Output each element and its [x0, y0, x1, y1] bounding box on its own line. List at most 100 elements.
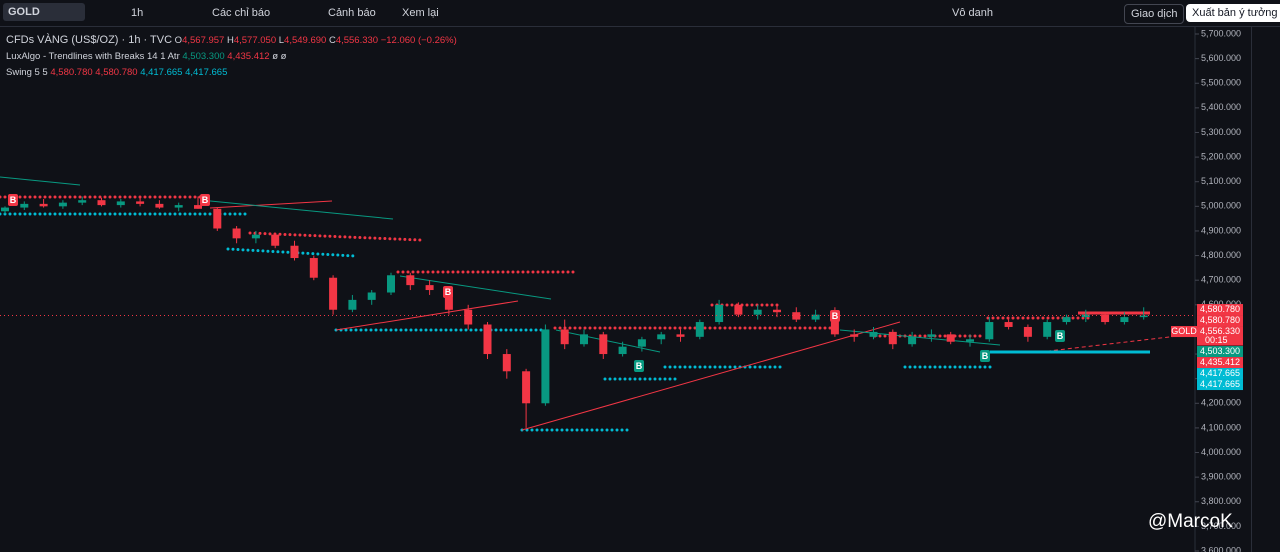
y-tick-label: 5,400.000	[1201, 102, 1241, 112]
trade-button[interactable]: Giao dịch	[1124, 4, 1185, 24]
interval[interactable]: 1h	[131, 7, 144, 19]
candle-body	[194, 205, 202, 209]
alerts[interactable]: Cảnh báo	[328, 7, 376, 19]
candle-body	[290, 245, 299, 259]
y-tick-label: 4,000.000	[1201, 447, 1241, 457]
replay[interactable]: Xem lại	[402, 7, 439, 19]
signal-label: B	[832, 311, 839, 321]
candle-body	[830, 314, 839, 335]
indicator-value: ø ø	[272, 51, 287, 62]
candle-body	[560, 329, 569, 345]
candle-body	[1023, 326, 1032, 337]
legend-luxalgo: LuxAlgo - Trendlines with Breaks 14 1 At…	[6, 51, 286, 62]
candle-body	[309, 258, 318, 278]
candle-body	[676, 334, 685, 337]
legend-swing: Swing 5 5 4,580.780 4,580.780 4,417.665 …	[6, 67, 227, 78]
candle-body	[78, 200, 87, 203]
candle-body	[271, 234, 280, 246]
signal-label: B	[636, 361, 643, 371]
price-tag	[1197, 368, 1243, 380]
indicator-value: 4,580.780	[50, 67, 93, 78]
trendline	[839, 329, 1001, 346]
price-tag-label: 4,435.412	[1200, 357, 1240, 367]
price-tag-label: 4,580.780	[1200, 304, 1240, 314]
trendline	[399, 275, 552, 300]
candle-body	[348, 299, 357, 310]
y-tick-label: 4,700.000	[1201, 275, 1241, 285]
candle-body	[637, 339, 646, 347]
candle-body	[985, 322, 994, 340]
indicator-name: LuxAlgo - Trendlines with Breaks 14 1 At…	[6, 51, 180, 62]
y-tick-label: 5,300.000	[1201, 127, 1241, 137]
price-tag	[1197, 346, 1243, 358]
indicator-name: Swing 5 5	[6, 67, 48, 78]
right-sidebar	[1251, 27, 1280, 552]
signal-badge	[8, 194, 18, 206]
indicators[interactable]: Các chỉ báo	[212, 7, 271, 19]
candle-body	[329, 277, 338, 310]
candle-body	[753, 309, 762, 315]
candle-body	[1081, 314, 1090, 318]
price-tag-label: 4,417.665	[1200, 368, 1240, 378]
candle-body	[406, 275, 415, 286]
candle-body	[522, 371, 531, 404]
trendline	[555, 329, 661, 353]
candle-body	[387, 275, 395, 293]
trendline	[0, 176, 81, 186]
signal-badge	[634, 360, 644, 372]
price-tag	[1197, 379, 1243, 391]
candle-body	[850, 334, 859, 337]
y-tick-label: 5,200.000	[1201, 151, 1241, 161]
candle-body	[1139, 315, 1148, 318]
trendline	[1039, 333, 1196, 353]
price-tag	[1197, 357, 1243, 369]
candle-body	[155, 203, 164, 208]
signal-badge	[830, 310, 840, 322]
symbol-tag-label: GOLD	[1171, 326, 1197, 336]
trendline	[209, 200, 333, 209]
candle-body	[869, 331, 878, 337]
candle-body	[97, 200, 106, 206]
candle-body	[966, 339, 974, 342]
change: −12.060 (−0.26%)	[380, 35, 457, 46]
layout-name[interactable]: Vô danh	[952, 7, 993, 19]
y-tick-label: 5,100.000	[1201, 176, 1241, 186]
candle-body	[251, 234, 260, 239]
y-tick-label: 4,900.000	[1201, 225, 1241, 235]
candle-body	[695, 322, 704, 337]
y-tick-label: 3,700.000	[1201, 521, 1241, 531]
y-tick-label: 5,700.000	[1201, 28, 1241, 38]
indicator-value: 4,435.412	[227, 51, 270, 62]
signal-label: B	[1057, 331, 1064, 341]
trendlines	[0, 176, 1196, 431]
candle-body	[618, 346, 627, 355]
publish-button[interactable]: Xuất bản ý tưởng	[1186, 4, 1280, 22]
candle-body	[444, 290, 453, 310]
trendline	[521, 321, 901, 431]
candle-body	[946, 334, 955, 342]
signal-label: B	[202, 195, 209, 205]
candle-body	[888, 331, 897, 345]
symbol-search[interactable]: GOLD	[3, 3, 85, 21]
candle-body	[232, 228, 241, 239]
candle-body	[20, 203, 29, 208]
y-tick-label: 4,200.000	[1201, 398, 1241, 408]
price-tag-label: 4,556.330	[1200, 326, 1240, 336]
candle-body	[464, 309, 473, 325]
candle-body	[657, 334, 666, 340]
candle-body	[367, 292, 376, 300]
watermark: @MarcoK	[1148, 511, 1233, 532]
legend-title: CFDs VÀNG (US$/OZ) · 1h · TVC	[6, 34, 173, 46]
candle-body	[734, 304, 743, 315]
candle-body	[927, 334, 936, 337]
y-tick-label: 4,800.000	[1201, 250, 1241, 260]
signal-badge	[200, 194, 210, 206]
candle-body	[136, 201, 145, 204]
candle-body	[599, 334, 608, 355]
y-tick-label: 3,600.000	[1201, 545, 1241, 552]
countdown: 00:15	[1205, 335, 1228, 345]
open: 4,567.957	[182, 35, 225, 46]
indicator-value: 4,417.665	[140, 67, 183, 78]
price-tag	[1197, 315, 1243, 327]
